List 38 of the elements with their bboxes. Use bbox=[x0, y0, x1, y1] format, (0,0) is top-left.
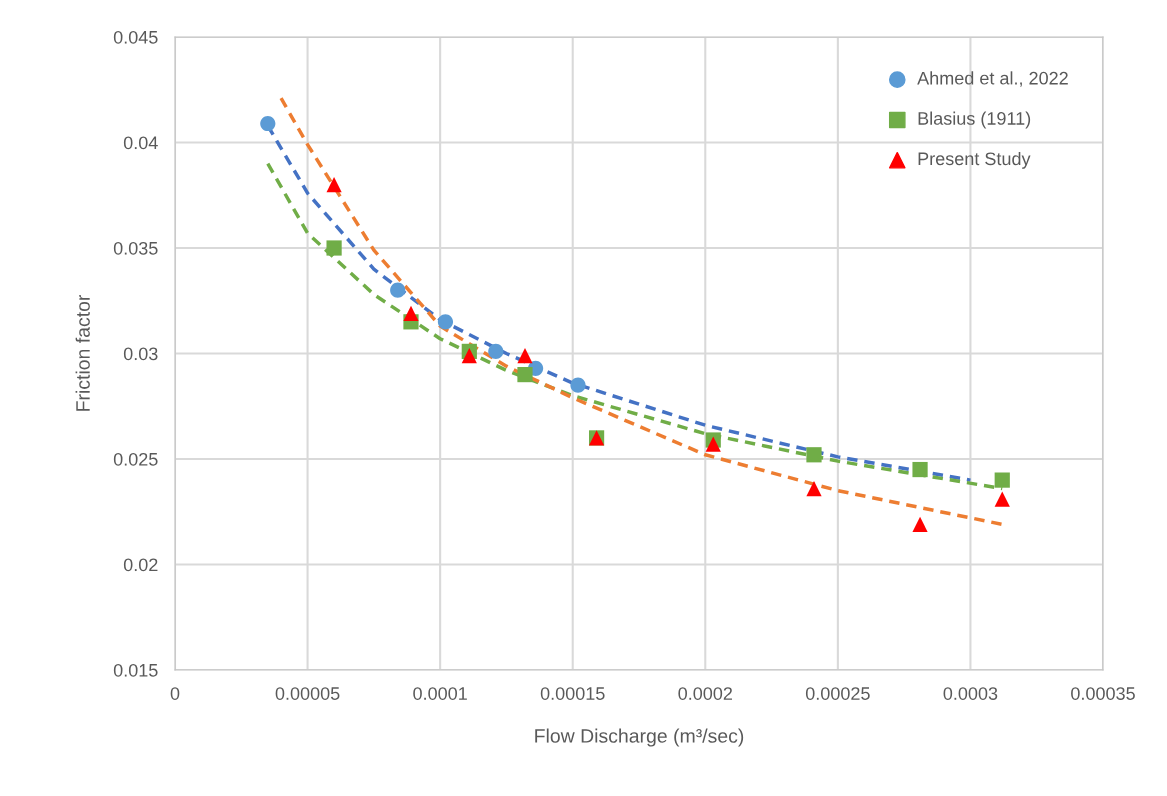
legend-label: Present Study bbox=[918, 151, 1031, 169]
y-tick-label: 0.04 bbox=[123, 136, 158, 150]
x-tick-label: 0.0003 bbox=[943, 687, 998, 700]
y-tick-label: 0.045 bbox=[113, 30, 158, 44]
point bbox=[326, 177, 342, 193]
point bbox=[461, 348, 477, 364]
point bbox=[517, 366, 533, 383]
legend-label: Blasius (1911) bbox=[918, 111, 1031, 129]
x-axis-title: Flow Discharge (m³/sec) bbox=[535, 728, 744, 747]
y-tick-label: 0.015 bbox=[113, 663, 158, 677]
x-tick-label: 0.00025 bbox=[805, 687, 870, 700]
point bbox=[705, 436, 721, 452]
point bbox=[403, 305, 419, 322]
point bbox=[912, 461, 928, 478]
point bbox=[488, 343, 504, 359]
y-tick-label: 0.035 bbox=[113, 241, 158, 255]
x-tick-label: 0.0001 bbox=[413, 687, 467, 700]
legend-label: Ahmed et al., 2022 bbox=[917, 71, 1068, 87]
x-tick-label: 0.0002 bbox=[678, 687, 732, 700]
y-tick-label: 0.02 bbox=[123, 558, 158, 572]
point bbox=[517, 348, 533, 364]
point bbox=[326, 240, 342, 256]
point bbox=[806, 480, 822, 497]
y-tick-label: 0.025 bbox=[113, 452, 158, 466]
point bbox=[806, 447, 822, 463]
point bbox=[912, 516, 928, 533]
point bbox=[994, 472, 1010, 488]
point bbox=[437, 314, 454, 330]
y-axis-title: Friction factor bbox=[75, 294, 90, 411]
point bbox=[994, 491, 1010, 507]
point bbox=[390, 282, 406, 298]
point bbox=[570, 377, 586, 393]
point bbox=[260, 115, 276, 132]
x-tick-label: 0 bbox=[170, 687, 180, 700]
x-tick-label: 0.00005 bbox=[275, 687, 340, 700]
x-tick-label: 0.00035 bbox=[1071, 687, 1135, 700]
y-tick-label: 0.03 bbox=[123, 347, 158, 361]
x-tick-label: 0.00015 bbox=[540, 687, 605, 700]
